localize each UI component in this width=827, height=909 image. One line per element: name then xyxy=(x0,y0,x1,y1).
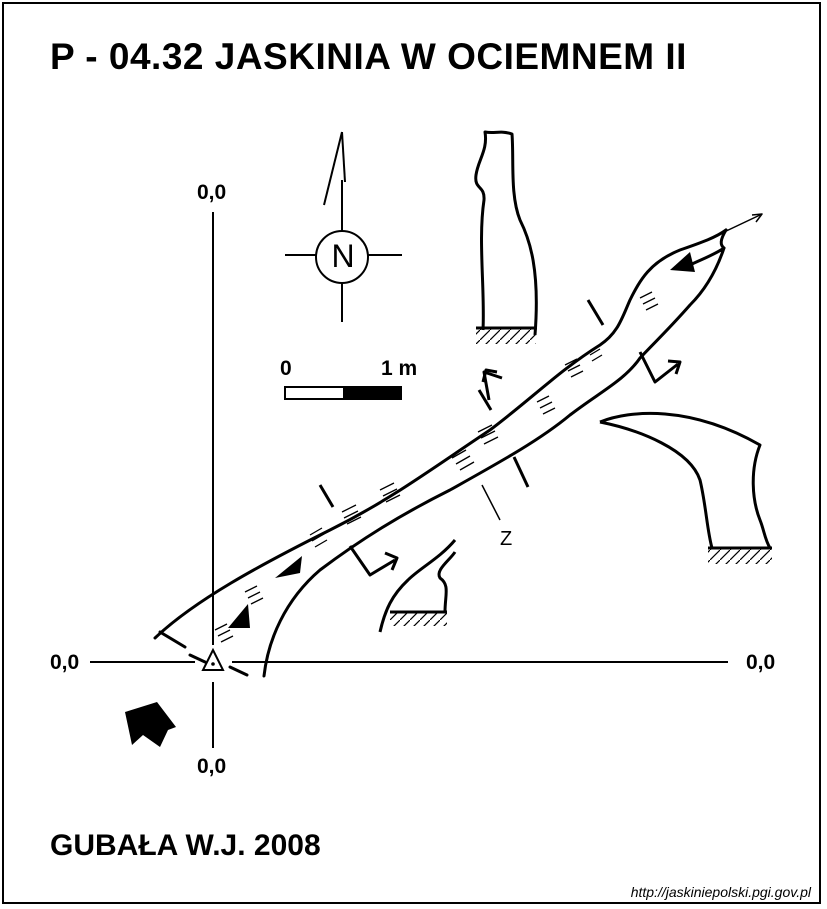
axis-label-right: 0,0 xyxy=(746,651,776,674)
section-z-label: Z xyxy=(500,528,513,550)
entrance-arrow-icon xyxy=(125,702,176,747)
axis-label-bottom: 0,0 xyxy=(197,755,227,778)
passage-ticks xyxy=(318,299,605,508)
side-passage-arrows xyxy=(348,213,763,577)
scale-end-label: 1 m xyxy=(381,357,418,380)
reference-axes xyxy=(90,212,728,748)
axis-label-left: 0,0 xyxy=(50,651,80,674)
scale-start-label: 0 xyxy=(280,357,292,380)
flow-direction-markers xyxy=(228,252,695,628)
section-z-pointer xyxy=(481,484,501,521)
map-title: P - 04.32 JASKINIA W OCIEMNEM II xyxy=(50,36,687,77)
north-compass-icon xyxy=(285,131,402,322)
survey-station-icon xyxy=(201,647,225,671)
cave-passage-outline xyxy=(153,228,728,678)
compass-north-label: N xyxy=(331,238,355,274)
author-credit: GUBAŁA W.J. 2008 xyxy=(50,829,321,862)
axis-label-top: 0,0 xyxy=(197,181,227,204)
cross-section-1 xyxy=(474,130,538,344)
cross-section-2 xyxy=(599,411,772,564)
scale-bar xyxy=(284,386,402,400)
cross-section-3 xyxy=(378,539,457,633)
floor-deposit-hatching xyxy=(214,291,659,643)
source-url: http://jaskiniepolski.pgi.gov.pl xyxy=(630,884,811,900)
